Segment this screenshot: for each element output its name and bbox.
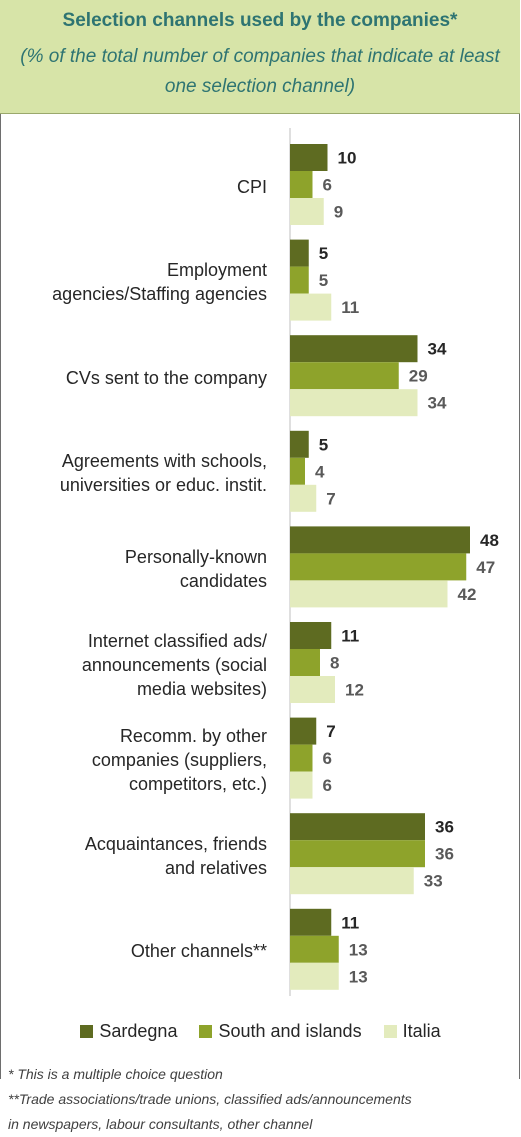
data-label: 4 [315,462,325,481]
bar [290,389,418,417]
data-label: 34 [428,340,447,359]
bar [290,813,425,841]
legend-item: Italia [383,1020,441,1042]
data-label: 10 [338,149,357,168]
footnote-3: in newspapers, labour consultants, other… [8,1116,313,1132]
bar [290,649,320,676]
data-label: 11 [341,627,359,646]
chart-subtitle: (% of the total number of companies that… [20,46,500,97]
data-label: 6 [323,176,332,195]
data-label: 13 [349,940,368,959]
legend-item: Sardegna [80,1021,177,1042]
category-label: Recomm. by other companies (suppliers, c… [91,726,267,795]
data-label: 36 [435,818,454,837]
category-label: CPI [236,176,267,197]
category-label: Acquaintances, friends and relatives [84,833,267,878]
data-label: 11 [341,298,359,317]
data-label: 42 [458,585,477,604]
footnotes: * This is a multiple choice question **T… [8,1062,517,1137]
footnote-1: * This is a multiple choice question [8,1066,223,1082]
bar [290,171,313,198]
bar [290,239,309,267]
bar [290,867,414,895]
legend-swatch [80,1024,94,1038]
category-label: Employment agencies/Staffing agencies [52,260,267,305]
bar [290,293,332,321]
chart-frame [0,0,520,1079]
category-label: CVs sent to the company [65,367,267,388]
data-label: 47 [476,558,495,577]
data-label: 11 [341,913,359,932]
data-label: 6 [323,776,332,795]
bar [290,457,305,485]
bar [290,744,313,772]
legend-label: Sardegna [99,1020,178,1041]
data-label: 9 [334,203,343,222]
data-label: 7 [326,722,335,741]
bar [290,526,470,554]
data-label: 12 [345,681,364,700]
legend-label: South and islands [218,1020,362,1041]
bar [290,335,418,363]
legend: Sardegna South and islands Italia [0,1018,521,1044]
bar [290,430,309,458]
data-label: 36 [435,845,454,864]
data-label: 5 [319,435,328,454]
bar [290,840,425,868]
bar [290,771,313,799]
category-label: Other channels** [130,941,267,962]
data-label: 5 [319,271,328,290]
footnote-2: **Trade associations/trade unions, class… [8,1091,412,1107]
chart-title: Selection channels used by the companies… [62,10,458,31]
data-label: 7 [326,489,335,508]
bar [290,144,328,171]
legend-item: South and islands [199,1020,362,1042]
category-label: Personally-known candidates [124,546,267,591]
bar [290,676,335,703]
bar [290,266,309,294]
data-label: 5 [319,244,328,263]
bar [290,362,399,390]
data-label: 33 [424,872,443,891]
legend-label: Italia [402,1020,441,1041]
category-label: Agreements with schools, universities or… [59,451,267,496]
bar [290,622,332,649]
bar [290,717,317,745]
bar [290,962,339,990]
data-label: 48 [480,531,499,550]
bar-chart: 1069551134293454748474211812766363633111… [289,128,499,996]
title-box: Selection channels used by the companies… [0,0,520,114]
bar [290,908,332,936]
data-label: 6 [323,749,332,768]
bar [290,580,448,608]
legend-swatch [383,1024,397,1038]
data-label: 34 [428,394,447,413]
bar [290,484,317,512]
bar [290,553,467,581]
category-label: Internet classified ads/ announcements (… [81,630,267,699]
data-label: 29 [409,367,428,386]
bar [290,935,339,963]
data-label: 8 [330,654,339,673]
legend-swatch [199,1024,213,1038]
data-label: 13 [349,967,368,986]
bar [290,198,324,225]
